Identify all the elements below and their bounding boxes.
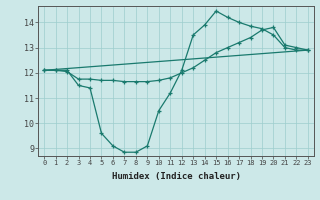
X-axis label: Humidex (Indice chaleur): Humidex (Indice chaleur) [111,172,241,181]
